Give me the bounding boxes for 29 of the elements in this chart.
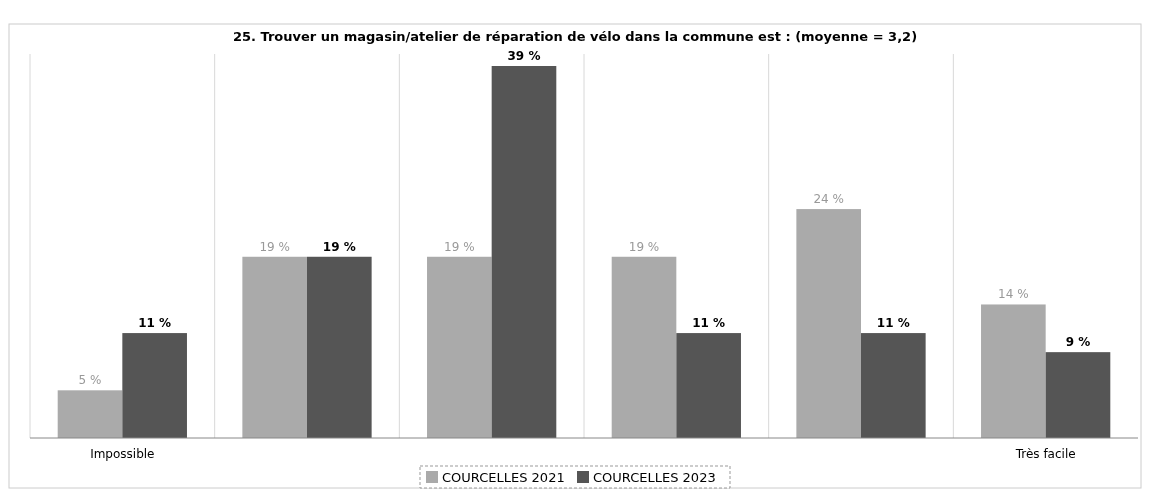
x-tick-label: Impossible	[90, 447, 155, 461]
data-label: 14 %	[998, 287, 1029, 302]
data-label: 5 %	[78, 373, 102, 388]
bar	[427, 256, 492, 438]
data-label: 39 %	[507, 49, 541, 63]
x-tick-label: Très facile	[1014, 447, 1076, 461]
bar	[676, 333, 741, 438]
bar	[307, 256, 372, 438]
bar	[611, 256, 677, 438]
data-label: 11 %	[692, 316, 726, 331]
bar	[242, 256, 307, 438]
bar	[796, 209, 861, 438]
bar	[981, 304, 1046, 438]
data-label: 19 %	[444, 239, 475, 254]
legend-label: COURCELLES 2021	[442, 470, 565, 485]
bar	[861, 333, 926, 438]
data-label: 19 %	[628, 239, 660, 254]
data-label: 9 %	[1065, 335, 1091, 350]
legend-label: COURCELLES 2023	[593, 470, 716, 485]
bar	[491, 66, 557, 438]
data-label: 24 %	[813, 192, 844, 207]
data-label: 19 %	[259, 239, 290, 254]
chart-title: 25. Trouver un magasin/atelier de réparation de vélo dans la commune est : (moyenne = 3,2)	[232, 29, 918, 44]
data-label: 11 %	[876, 316, 910, 331]
data-label: 11 %	[138, 316, 172, 331]
data-label: 19 %	[322, 239, 356, 254]
bar	[57, 390, 123, 438]
bar	[122, 333, 187, 438]
bar	[1045, 352, 1111, 438]
